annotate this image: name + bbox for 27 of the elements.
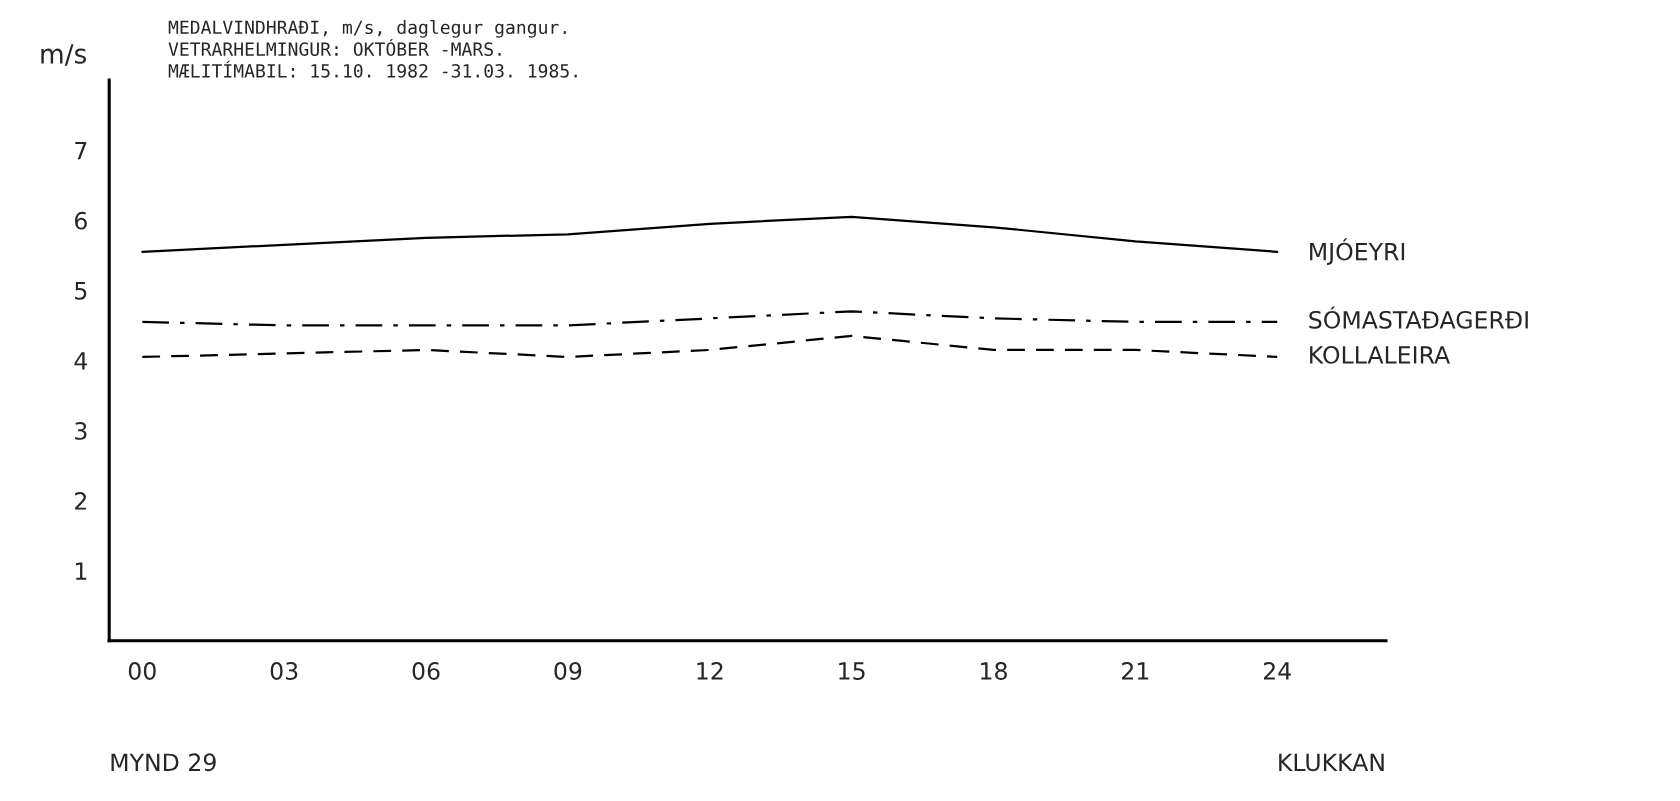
line-series [141, 334, 1279, 359]
series-label: SÓMASTAÐAGERÐI [1309, 306, 1528, 329]
x-axis-title: KLUKKAN [1279, 753, 1384, 772]
line-series [141, 310, 1279, 327]
y-tick-label: 1 [75, 562, 87, 580]
x-tick-label: 06 [412, 662, 440, 680]
x-tick-label: 21 [1122, 662, 1149, 680]
series-label: MJÓEYRI [1310, 238, 1405, 265]
x-tick-label: 24 [1263, 662, 1291, 680]
y-axis-title: m/s [41, 44, 87, 66]
x-tick-label: 15 [839, 662, 865, 680]
series-label: KOLLALEIRA [1310, 345, 1451, 364]
y-tick-label: 5 [75, 282, 87, 300]
y-tick-label: 7 [75, 141, 87, 160]
x-tick-label: 12 [697, 662, 723, 680]
y-tick-label: 2 [75, 492, 86, 510]
x-tick-label: 18 [981, 662, 1007, 680]
x-tick-label: 09 [554, 662, 582, 680]
y-tick-label: 3 [75, 421, 87, 440]
text: MYND 29 [111, 753, 216, 772]
y-tick-label: 4 [74, 352, 88, 370]
x-tick-label: 00 [128, 662, 156, 680]
chart-title: MEDALVINDHRAÐI, m/s, daglegur gangur. [168, 20, 566, 38]
line-series [141, 215, 1279, 253]
y-tick-label: 6 [74, 211, 87, 230]
x-tick-label: 03 [270, 662, 298, 680]
chart-subtitle: VETRARHELMINGUR: OKTÓBER -MARS. MÆLITÍMABIL: 15.10. 1982 -31.03. 1985. [168, 38, 577, 78]
